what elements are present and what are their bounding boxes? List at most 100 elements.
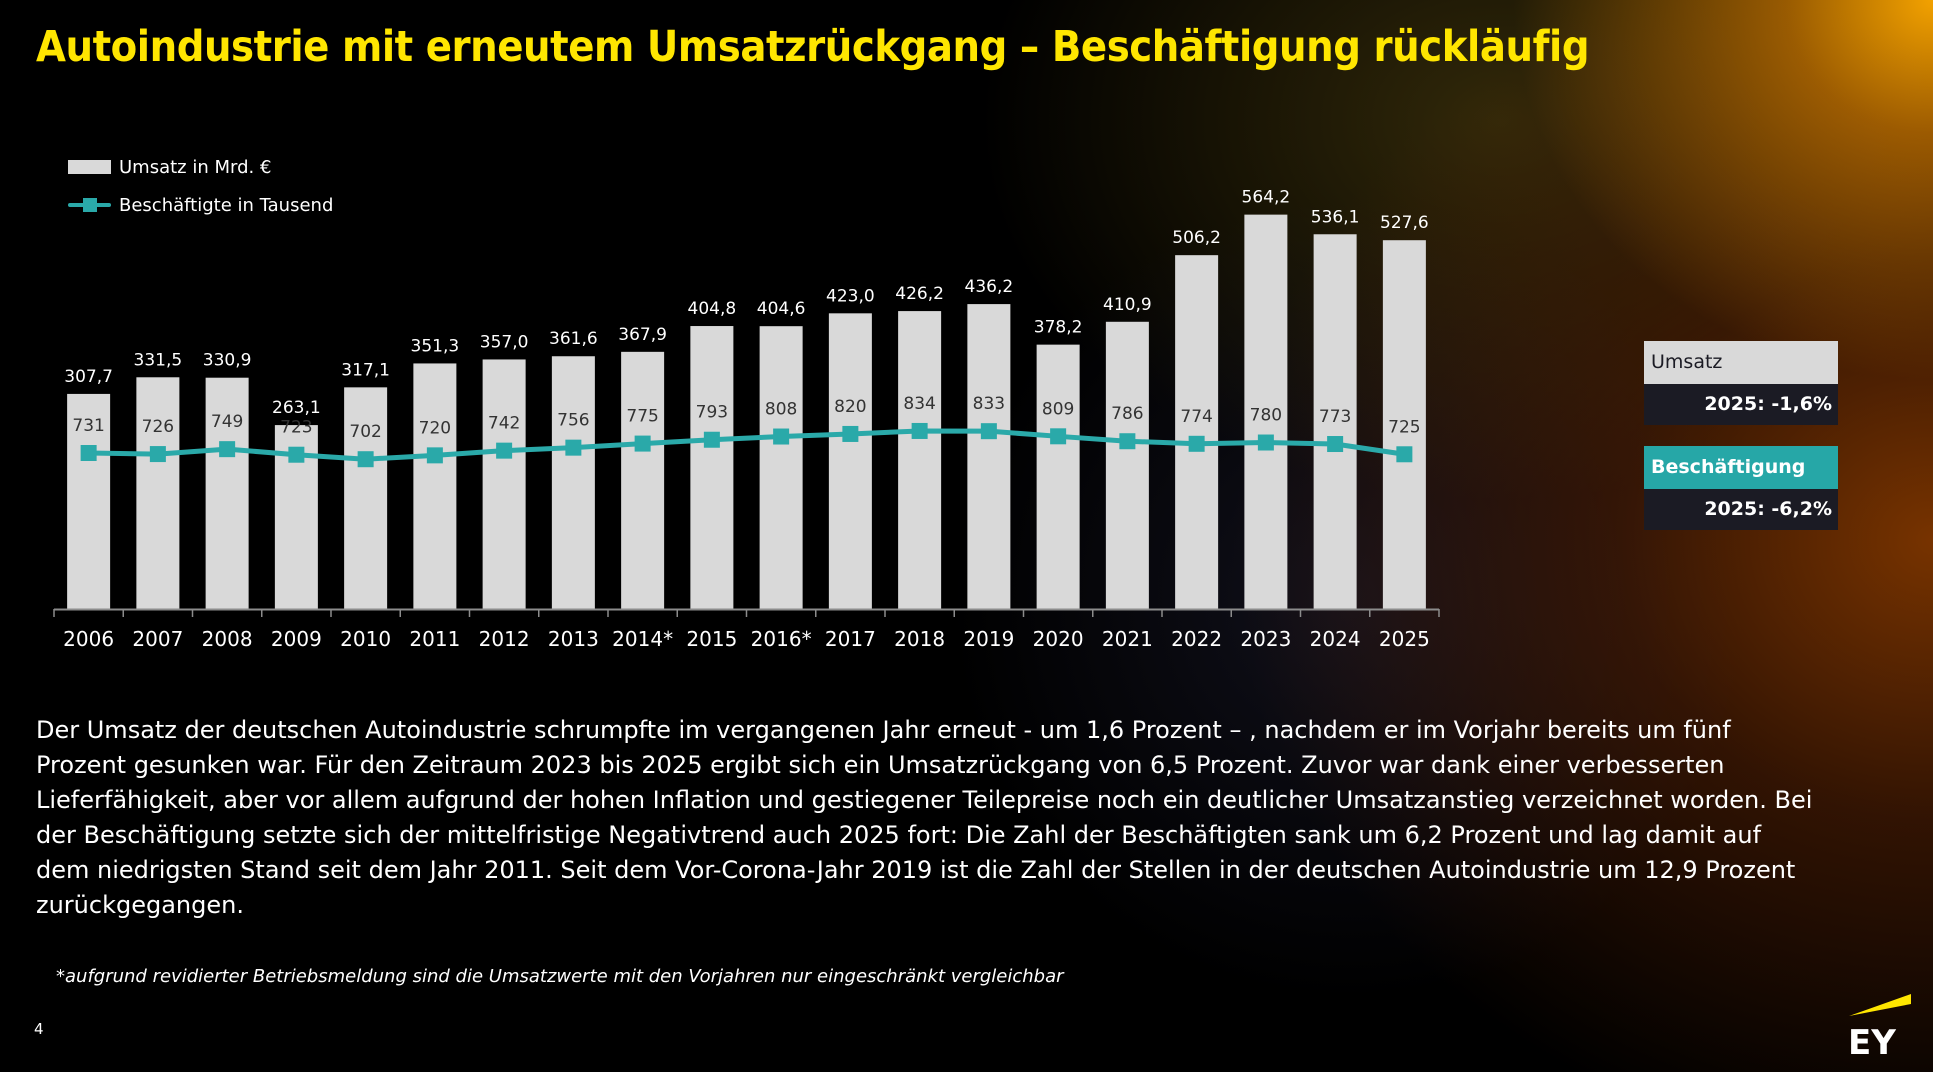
x-axis-tick-label: 2013 (548, 627, 599, 651)
line-marker-beschaeftigte (911, 422, 928, 439)
bar-umsatz (1175, 255, 1219, 609)
bar-umsatz (690, 326, 734, 609)
x-axis-tick-label: 2022 (1171, 627, 1222, 651)
bar-value-label: 404,6 (757, 299, 806, 319)
chart-legend: Umsatz in Mrd. € Beschäftigte in Tausend (68, 148, 333, 224)
line-value-label: 725 (1388, 417, 1420, 437)
bar-value-label: 436,2 (965, 277, 1014, 297)
legend-label-beschaeftigte: Beschäftigte in Tausend (119, 194, 334, 216)
x-axis-tick-label: 2023 (1240, 627, 1291, 651)
bar-value-label: 330,9 (203, 351, 252, 371)
line-value-label: 808 (765, 400, 797, 420)
kpi-beschaeftigung-label: Beschäftigung (1644, 446, 1838, 489)
line-value-label: 773 (1319, 407, 1351, 427)
footnote: *aufgrund revidierter Betriebsmeldung si… (56, 966, 1064, 987)
line-marker-beschaeftigte (1050, 428, 1067, 445)
bar-umsatz (1313, 234, 1357, 609)
kpi-umsatz-label: Umsatz (1644, 341, 1838, 384)
line-marker-beschaeftigte (634, 435, 651, 452)
x-axis-tick-label: 2024 (1310, 627, 1361, 651)
line-marker-beschaeftigte (1119, 433, 1136, 450)
page-number: 4 (34, 1020, 44, 1038)
legend-label-umsatz: Umsatz in Mrd. € (119, 156, 272, 178)
line-value-label: 742 (488, 414, 520, 434)
line-value-label: 834 (903, 394, 935, 414)
bar-umsatz (621, 351, 665, 609)
line-marker-beschaeftigte (565, 439, 582, 456)
x-axis-tick-label: 2007 (132, 627, 183, 651)
bar-value-label: 357,0 (480, 332, 529, 352)
bar-umsatz (551, 356, 595, 609)
line-marker-beschaeftigte (80, 445, 97, 461)
x-axis-tick-label: 2017 (825, 627, 876, 651)
line-marker-beschaeftigte (980, 423, 997, 440)
x-axis-tick-label: 2012 (479, 627, 530, 651)
page-title: Autoindustrie mit erneutem Umsatzrückgan… (36, 22, 1590, 72)
ey-logo-icon: EY (1848, 994, 1911, 1058)
x-axis-tick-label: 2011 (409, 627, 460, 651)
bar-umsatz (1244, 214, 1288, 609)
x-axis-tick-label: 2009 (271, 627, 322, 651)
bar-value-label: 426,2 (895, 284, 944, 304)
kpi-box-beschaeftigung: Beschäftigung 2025: -6,2% (1644, 446, 1838, 530)
line-marker-beschaeftigte (842, 425, 859, 442)
line-marker-beschaeftigte (357, 451, 374, 468)
line-marker-beschaeftigte (149, 446, 166, 463)
bar-umsatz (828, 313, 872, 609)
bar-value-label: 361,6 (549, 329, 598, 349)
bar-umsatz (413, 363, 457, 609)
x-axis-tick-label: 2021 (1102, 627, 1153, 651)
x-axis-tick-label: 2016* (751, 627, 812, 651)
line-value-label: 820 (834, 397, 866, 417)
bar-value-label: 506,2 (1172, 228, 1221, 248)
line-marker-beschaeftigte (496, 442, 513, 459)
line-marker-beschaeftigte (219, 441, 236, 458)
line-value-label: 723 (280, 418, 312, 438)
legend-item-beschaeftigte: Beschäftigte in Tausend (68, 186, 333, 224)
bar-value-label: 317,1 (341, 360, 390, 380)
x-axis-tick-label: 2025 (1379, 627, 1430, 651)
line-beschaeftigte (88, 428, 1405, 462)
line-value-label: 702 (349, 422, 381, 442)
line-marker-beschaeftigte (288, 446, 305, 463)
bar-umsatz (967, 304, 1011, 609)
line-value-label: 833 (973, 394, 1005, 414)
bar-umsatz (344, 387, 388, 609)
bar-umsatz (898, 311, 942, 609)
bar-umsatz (1382, 240, 1426, 610)
bar-value-label: 410,9 (1103, 295, 1152, 315)
legend-item-umsatz: Umsatz in Mrd. € (68, 148, 333, 186)
x-axis-tick-label: 2006 (63, 627, 114, 651)
line-value-label: 775 (626, 407, 658, 427)
line-value-label: 720 (419, 418, 451, 438)
x-axis-tick-label: 2015 (686, 627, 737, 651)
kpi-umsatz-value: 2025: -1,6% (1644, 384, 1838, 425)
kpi-beschaeftigung-value: 2025: -6,2% (1644, 489, 1838, 530)
line-marker-beschaeftigte (1188, 435, 1205, 452)
body-paragraph: Der Umsatz der deutschen Autoindustrie s… (36, 716, 1813, 919)
line-value-label: 749 (211, 412, 243, 432)
bar-value-label: 331,5 (134, 350, 183, 370)
legend-line-marker-icon (68, 198, 111, 212)
svg-text:EY: EY (1848, 1023, 1896, 1058)
line-value-label: 809 (1042, 399, 1074, 419)
bar-value-label: 263,1 (272, 398, 321, 418)
bar-value-label: 307,7 (64, 367, 113, 387)
bar-value-label: 536,1 (1311, 207, 1360, 227)
line-marker-beschaeftigte (1396, 446, 1413, 463)
line-value-label: 774 (1180, 407, 1212, 427)
line-value-label: 786 (1111, 404, 1143, 424)
bar-value-label: 367,9 (618, 325, 667, 345)
bar-umsatz (1036, 344, 1080, 609)
line-value-label: 780 (1250, 406, 1282, 426)
bar-umsatz (67, 393, 111, 609)
kpi-box-umsatz: Umsatz 2025: -1,6% (1644, 341, 1838, 425)
x-axis-tick-label: 2019 (963, 627, 1014, 651)
bar-value-label: 378,2 (1034, 318, 1083, 338)
x-axis-tick-label: 2010 (340, 627, 391, 651)
x-axis-tick-label: 2014* (612, 627, 673, 651)
line-value-label: 731 (72, 416, 104, 436)
line-marker-beschaeftigte (426, 447, 443, 464)
bar-umsatz (136, 377, 180, 609)
line-marker-beschaeftigte (773, 428, 790, 445)
